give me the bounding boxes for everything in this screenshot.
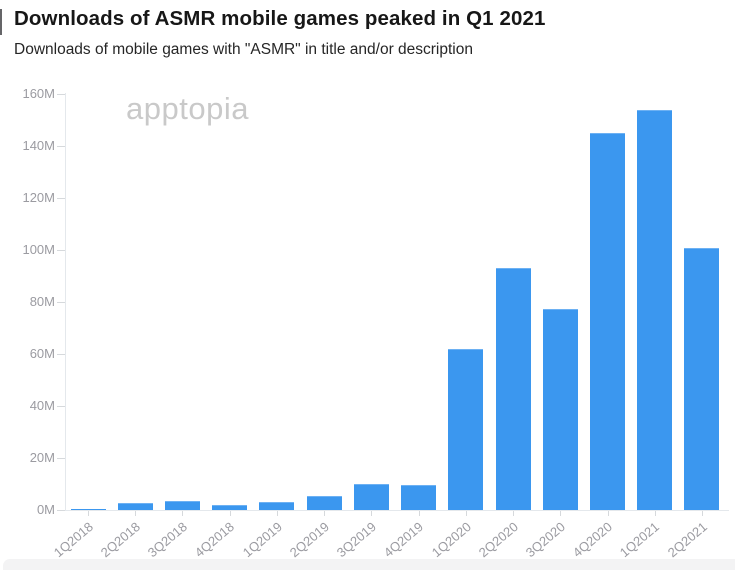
y-axis-label: 100M xyxy=(22,241,55,257)
y-axis-tick xyxy=(57,509,65,511)
watermark-logo-text: apptopia xyxy=(126,91,249,126)
y-axis-tick xyxy=(57,405,65,407)
y-axis-tick xyxy=(57,353,65,355)
bar-2Q2018 xyxy=(117,502,153,510)
bar-4Q2020 xyxy=(590,132,626,510)
y-axis-label: 120M xyxy=(22,189,55,205)
x-axis-tick xyxy=(229,510,231,516)
bar-3Q2020 xyxy=(542,308,578,510)
x-axis-line xyxy=(65,509,729,511)
x-axis-tick xyxy=(88,510,89,516)
bar-1Q2018 xyxy=(70,508,106,510)
y-axis-label: 40M xyxy=(29,397,55,413)
bar-2Q2021 xyxy=(684,247,720,510)
bar-2Q2019 xyxy=(306,495,342,510)
y-axis-tick xyxy=(57,301,65,303)
y-axis-tick xyxy=(57,457,65,459)
x-axis-tick xyxy=(371,510,373,516)
x-axis-tick xyxy=(513,510,515,516)
y-axis-tick xyxy=(57,94,65,95)
bar-2Q2020 xyxy=(495,267,531,510)
bar-4Q2018 xyxy=(212,504,248,510)
bar-1Q2019 xyxy=(259,501,295,510)
footer-strip xyxy=(3,559,735,570)
bar-1Q2020 xyxy=(448,348,484,510)
y-axis-label: 160M xyxy=(22,86,55,101)
x-axis-tick xyxy=(324,510,326,516)
y-axis-label: 60M xyxy=(29,345,55,361)
page-subtitle: Downloads of mobile games with "ASMR" in… xyxy=(14,41,473,58)
x-axis-tick xyxy=(560,510,562,516)
x-axis-tick xyxy=(135,510,137,516)
y-axis-tick xyxy=(57,249,65,251)
bar-3Q2018 xyxy=(164,500,200,510)
bar-3Q2019 xyxy=(353,483,389,510)
page-title: Downloads of ASMR mobile games peaked in… xyxy=(14,7,546,30)
y-axis-tick xyxy=(57,197,65,199)
y-axis-line xyxy=(65,93,66,510)
x-axis-tick xyxy=(182,510,184,516)
y-axis-tick xyxy=(57,145,65,147)
y-axis-label: 20M xyxy=(29,449,55,465)
x-axis-tick xyxy=(701,510,703,516)
x-axis-tick xyxy=(276,510,278,516)
y-axis-label: 80M xyxy=(29,293,55,309)
bar-1Q2021 xyxy=(637,109,673,510)
bar-4Q2019 xyxy=(401,484,437,510)
x-axis-tick xyxy=(418,510,420,516)
y-axis-label: 0M xyxy=(36,501,55,517)
y-axis-label: 140M xyxy=(22,137,55,153)
screen-edge-artifact xyxy=(0,9,2,35)
x-axis-tick xyxy=(465,510,467,516)
x-axis-tick xyxy=(654,510,656,516)
x-axis-tick xyxy=(607,510,609,516)
